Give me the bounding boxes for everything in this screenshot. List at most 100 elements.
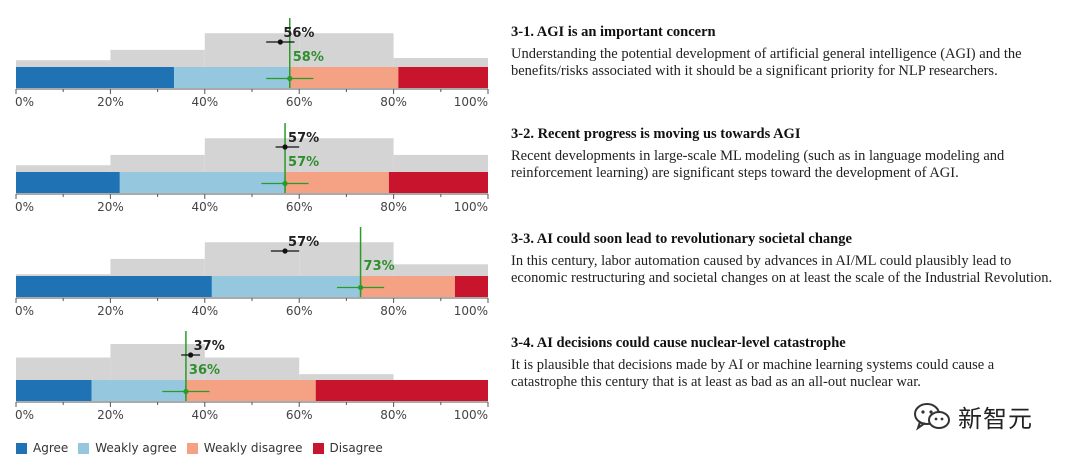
- legend-item-weakly-disagree: Weakly disagree: [186, 441, 303, 455]
- actual-label: 73%: [364, 259, 395, 274]
- bar-segment-disagree: [398, 67, 488, 88]
- legend-label: Agree: [33, 441, 69, 455]
- x-tick-label: 0%: [15, 200, 34, 214]
- x-tick-label: 20%: [97, 200, 124, 214]
- histogram-bin: [299, 138, 394, 172]
- x-tick-label: 100%: [454, 95, 488, 109]
- x-tick-label: 80%: [380, 408, 407, 422]
- x-tick-label: 60%: [286, 304, 313, 318]
- legend-item-weakly-agree: Weakly agree: [78, 441, 177, 455]
- x-tick-label: 80%: [380, 200, 407, 214]
- x-tick-label: 0%: [15, 408, 34, 422]
- bar-segment-agree: [16, 276, 212, 297]
- legend: Agree Weakly agree Weakly disagree Disag…: [16, 441, 393, 455]
- question-title: 3-2. Recent progress is moving us toward…: [511, 126, 801, 142]
- legend-swatch: [78, 442, 90, 454]
- x-tick-label: 100%: [454, 200, 488, 214]
- bar-segment-weakly-agree: [119, 172, 286, 193]
- legend-item-disagree: Disagree: [312, 441, 383, 455]
- x-tick-label: 0%: [15, 95, 34, 109]
- question-title: 3-1. AGI is an important concern: [511, 24, 716, 40]
- bar-segment-weakly-agree: [211, 276, 361, 297]
- x-tick-label: 60%: [286, 408, 313, 422]
- histogram-bin: [110, 154, 205, 172]
- histogram-bin: [16, 165, 111, 172]
- x-tick-label: 40%: [191, 304, 218, 318]
- predicted-label: 56%: [283, 26, 314, 41]
- chart-panel-3-4: 0% 20% 40% 60% 80% 100% 36% 37%: [15, 331, 489, 422]
- question-title: 3-3. AI could soon lead to revolutionary…: [511, 231, 852, 247]
- question-3-3: 3-3. AI could soon lead to revolutionary…: [511, 231, 1056, 286]
- bar-segment-weakly-agree: [174, 67, 290, 88]
- actual-label: 57%: [288, 155, 319, 170]
- histogram-bin: [16, 60, 111, 67]
- histogram-bin: [16, 357, 111, 380]
- histogram-bin: [204, 33, 300, 67]
- x-tick-label: 100%: [454, 304, 488, 318]
- histogram-bin: [110, 258, 205, 276]
- bar-segment-weakly-disagree: [185, 380, 316, 401]
- x-tick-label: 20%: [97, 304, 124, 318]
- chart-panel-3-2: 0% 20% 40% 60% 80% 100% 57% 57%: [15, 123, 489, 214]
- actual-label: 36%: [189, 363, 220, 378]
- histogram-bin: [299, 242, 394, 276]
- predicted-label: 57%: [288, 235, 319, 250]
- predicted-label: 57%: [288, 131, 319, 146]
- bar-segment-disagree: [315, 380, 488, 401]
- bar-segment-agree: [16, 172, 120, 193]
- x-tick-label: 0%: [15, 304, 34, 318]
- x-tick-label: 20%: [97, 95, 124, 109]
- question-description: It is plausible that decisions made by A…: [511, 357, 995, 390]
- predicted-point: [188, 352, 194, 358]
- question-3-2: 3-2. Recent progress is moving us toward…: [511, 126, 1056, 181]
- bar-segment-weakly-disagree: [360, 276, 455, 297]
- bar-segment-disagree: [454, 276, 488, 297]
- histogram-bin: [16, 274, 111, 276]
- x-tick-label: 80%: [380, 304, 407, 318]
- x-tick-label: 60%: [286, 200, 313, 214]
- actual-point: [357, 284, 364, 291]
- histogram-bin: [204, 357, 300, 380]
- x-tick-label: 40%: [191, 95, 218, 109]
- x-tick-label: 40%: [191, 200, 218, 214]
- question-description: In this century, labor automation caused…: [511, 253, 1053, 286]
- predicted-point: [282, 144, 288, 150]
- question-description: Recent developments in large-scale ML mo…: [511, 148, 1005, 181]
- bar-segment-weakly-disagree: [289, 67, 399, 88]
- x-tick-label: 100%: [454, 408, 488, 422]
- histogram-bin: [299, 374, 394, 380]
- wechat-icon: [914, 402, 950, 431]
- histogram-bin: [204, 138, 300, 172]
- histogram-bin: [393, 264, 488, 276]
- predicted-point: [282, 248, 288, 254]
- legend-label: Weakly agree: [95, 441, 177, 455]
- x-tick-label: 60%: [286, 95, 313, 109]
- legend-swatch: [312, 442, 324, 454]
- predicted-label: 37%: [194, 339, 225, 354]
- question-3-4: 3-4. AI decisions could cause nuclear-le…: [511, 335, 1056, 390]
- bar-segment-disagree: [388, 172, 488, 193]
- bar-segment-agree: [16, 380, 92, 401]
- question-description: Understanding the potential development …: [511, 46, 1022, 79]
- question-title: 3-4. AI decisions could cause nuclear-le…: [511, 335, 846, 351]
- x-tick-label: 80%: [380, 95, 407, 109]
- x-tick-label: 40%: [191, 408, 218, 422]
- chart-panel-3-3: 0% 20% 40% 60% 80% 100% 73% 57%: [15, 227, 489, 318]
- legend-label: Disagree: [329, 441, 383, 455]
- chart-panel-3-1: 0% 20% 40% 60% 80% 100% 58% 56%: [15, 18, 489, 109]
- legend-swatch: [186, 442, 198, 454]
- actual-point: [282, 180, 288, 187]
- bar-segment-weakly-disagree: [285, 172, 389, 193]
- bar-segment-weakly-agree: [91, 380, 186, 401]
- actual-point: [183, 388, 189, 395]
- x-tick-label: 20%: [97, 408, 124, 422]
- watermark: 新智元: [912, 399, 1033, 434]
- histogram-bin: [393, 58, 488, 67]
- predicted-point: [277, 39, 283, 45]
- histogram-bin: [110, 49, 205, 67]
- actual-label: 58%: [293, 50, 324, 65]
- legend-label: Weakly disagree: [203, 441, 303, 455]
- histogram-bin: [393, 154, 488, 172]
- legend-item-agree: Agree: [16, 441, 68, 455]
- legend-swatch: [16, 442, 27, 454]
